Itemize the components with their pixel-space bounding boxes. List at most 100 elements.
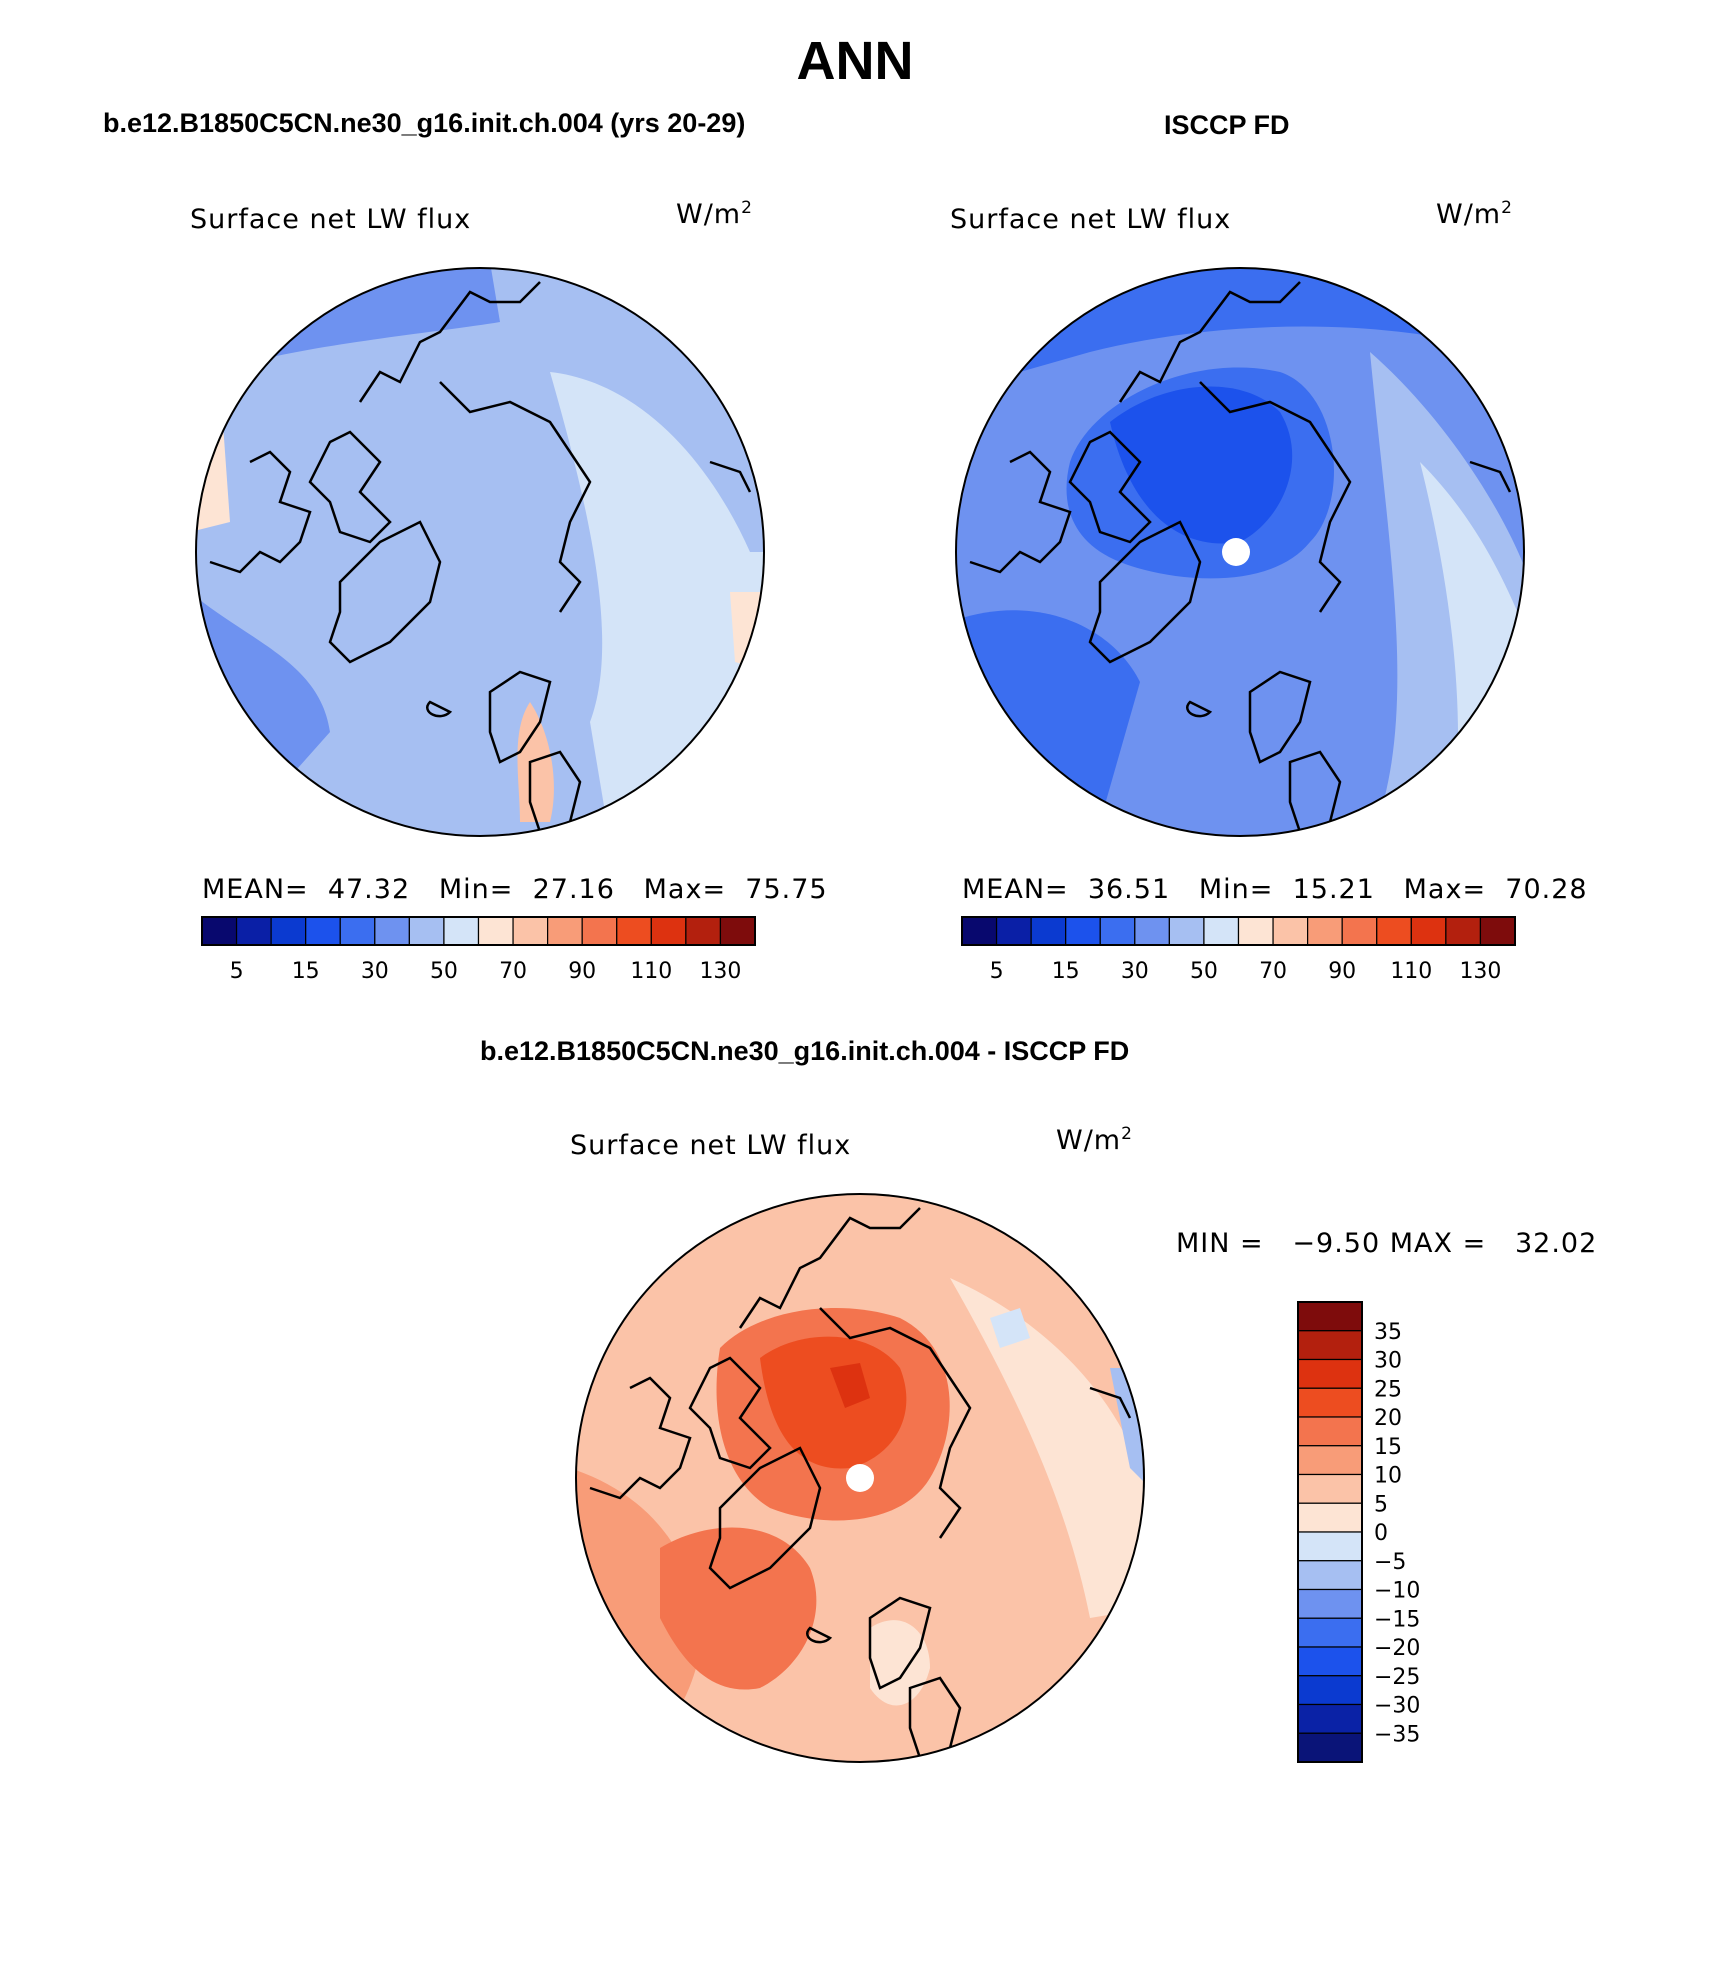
colorbar-swatch xyxy=(1297,1330,1363,1361)
diff-panel-title: b.e12.B1850C5CN.ne30_g16.init.ch.004 - I… xyxy=(480,1036,1130,1066)
colorbar-tick-label: −20 xyxy=(1374,1636,1420,1661)
diff-stats: MIN = −9.50 MAX = 32.02 xyxy=(1176,1228,1598,1259)
colorbar-tick-label: 90 xyxy=(568,959,596,984)
model-map-boundary xyxy=(195,267,765,837)
colorbar-swatch xyxy=(1030,916,1067,946)
colorbar-swatch xyxy=(1134,916,1170,946)
colorbar-swatch xyxy=(1479,916,1516,946)
colorbar-swatch xyxy=(1203,916,1240,946)
colorbar-frame xyxy=(1297,1301,1363,1763)
obs-variable-label: Surface net LW flux xyxy=(950,204,1232,235)
colorbar-swatch xyxy=(408,916,445,946)
colorbar-swatch xyxy=(477,916,514,946)
colorbar-tick-label: 30 xyxy=(1121,959,1149,984)
colorbar-swatch xyxy=(1376,916,1412,946)
colorbar-swatch xyxy=(1297,1646,1363,1677)
colorbar-swatch xyxy=(339,916,376,946)
model-field-warm-east xyxy=(730,592,764,672)
colorbar-swatch xyxy=(512,916,549,946)
colorbar-tick-label: 20 xyxy=(1374,1406,1402,1431)
colorbar-swatch xyxy=(374,916,410,946)
colorbar-swatch xyxy=(719,916,756,946)
obs-colorbar: 5 15 30 50 70 90 110 130 xyxy=(961,916,1516,984)
colorbar-swatch xyxy=(1297,1445,1363,1476)
model-field-warm-west xyxy=(196,382,230,532)
colorbar-tick-label: −25 xyxy=(1374,1665,1420,1690)
colorbar-swatch xyxy=(1099,916,1136,946)
obs-stats: MEAN= 36.51 Min= 15.21 Max= 70.28 xyxy=(962,874,1588,905)
colorbar-tick-label: 5 xyxy=(990,959,1004,984)
colorbar-swatch xyxy=(235,916,272,946)
colorbar-tick-label: 5 xyxy=(1374,1492,1388,1517)
colorbar-swatch xyxy=(1445,916,1482,946)
obs-units-label: W/m2 xyxy=(1436,198,1513,230)
colorbar-tick-label: −10 xyxy=(1374,1579,1420,1604)
colorbar-tick-label: 110 xyxy=(630,959,672,984)
colorbar-tick-label: 130 xyxy=(699,959,741,984)
colorbar-tick-label: 50 xyxy=(430,959,458,984)
diff-colorbar: 35 30 25 20 15 10 5 0 −5 −10 −15 −20 −25 −30 −35 xyxy=(1297,1301,1420,1763)
colorbar-swatch xyxy=(270,916,307,946)
colorbar-tick-label: 15 xyxy=(292,959,320,984)
colorbar-frame xyxy=(961,916,1516,946)
colorbar-tick-label: 10 xyxy=(1374,1464,1402,1489)
colorbar-swatch xyxy=(581,916,618,946)
colorbar-tick-label: 110 xyxy=(1390,959,1432,984)
colorbar-swatch xyxy=(1297,1675,1363,1706)
colorbar-swatch xyxy=(685,916,722,946)
colorbar-tick-label: −15 xyxy=(1374,1607,1420,1632)
colorbar-swatch xyxy=(1297,1416,1363,1447)
colorbar-tick-label: 25 xyxy=(1374,1377,1402,1402)
obs-pole-hole xyxy=(1222,538,1250,566)
colorbar-swatch xyxy=(1168,916,1205,946)
colorbar-swatch xyxy=(1297,1502,1363,1533)
colorbar-tick-label: 70 xyxy=(499,959,527,984)
colorbar-swatch xyxy=(995,916,1032,946)
colorbar-tick-label: −35 xyxy=(1374,1722,1420,1747)
obs-panel-title: ISCCP FD xyxy=(1164,110,1290,140)
colorbar-swatch xyxy=(1297,1703,1363,1734)
colorbar-tick-label: 90 xyxy=(1328,959,1356,984)
diff-field-beringia xyxy=(660,1527,817,1690)
model-variable-label: Surface net LW flux xyxy=(190,204,472,235)
colorbar-swatch xyxy=(650,916,687,946)
figure-title: ANN xyxy=(796,31,914,91)
diff-variable-label: Surface net LW flux xyxy=(570,1130,852,1161)
colorbar-swatch xyxy=(1297,1387,1363,1418)
colorbar-tick-label: 30 xyxy=(1374,1349,1402,1374)
colorbar-tick-label: 0 xyxy=(1374,1521,1388,1546)
colorbar-swatch xyxy=(1410,916,1447,946)
colorbar-swatch xyxy=(1307,916,1343,946)
colorbar-tick-label: 50 xyxy=(1190,959,1218,984)
diff-field-cool-patch xyxy=(990,1308,1030,1348)
colorbar-swatch xyxy=(1297,1301,1363,1332)
model-colorbar: 5 15 30 50 70 90 110 130 xyxy=(201,916,756,984)
diff-units-label: W/m2 xyxy=(1056,1124,1133,1156)
colorbar-swatch xyxy=(1297,1732,1363,1763)
diff-pole-hole xyxy=(846,1464,874,1492)
colorbar-swatch xyxy=(1065,916,1101,946)
colorbar-tick-label: 30 xyxy=(361,959,389,984)
colorbar-swatch xyxy=(443,916,480,946)
colorbar-swatch xyxy=(961,916,998,946)
model-polar-map xyxy=(195,267,765,837)
colorbar-swatch xyxy=(547,916,583,946)
obs-map-boundary xyxy=(955,267,1525,837)
colorbar-tick-label: −5 xyxy=(1374,1550,1406,1575)
diff-field-atlantic-light xyxy=(950,1278,1144,1618)
colorbar-tick-label: 15 xyxy=(1052,959,1080,984)
diff-field-arctic-peak xyxy=(830,1363,870,1408)
diff-polar-map xyxy=(575,1193,1145,1763)
model-field-warm-europe xyxy=(517,702,554,822)
colorbar-swatch xyxy=(1297,1588,1363,1619)
colorbar-swatch xyxy=(616,916,652,946)
colorbar-tick-label: 15 xyxy=(1374,1435,1402,1460)
colorbar-tick-label: 130 xyxy=(1459,959,1501,984)
model-stats: MEAN= 47.32 Min= 27.16 Max= 75.75 xyxy=(202,874,828,905)
colorbar-swatch xyxy=(1297,1531,1363,1562)
colorbar-swatch xyxy=(1297,1560,1363,1591)
colorbar-tick-label: 5 xyxy=(230,959,244,984)
model-coastlines xyxy=(209,281,752,834)
colorbar-tick-label: 70 xyxy=(1259,959,1287,984)
colorbar-swatch xyxy=(1237,916,1274,946)
